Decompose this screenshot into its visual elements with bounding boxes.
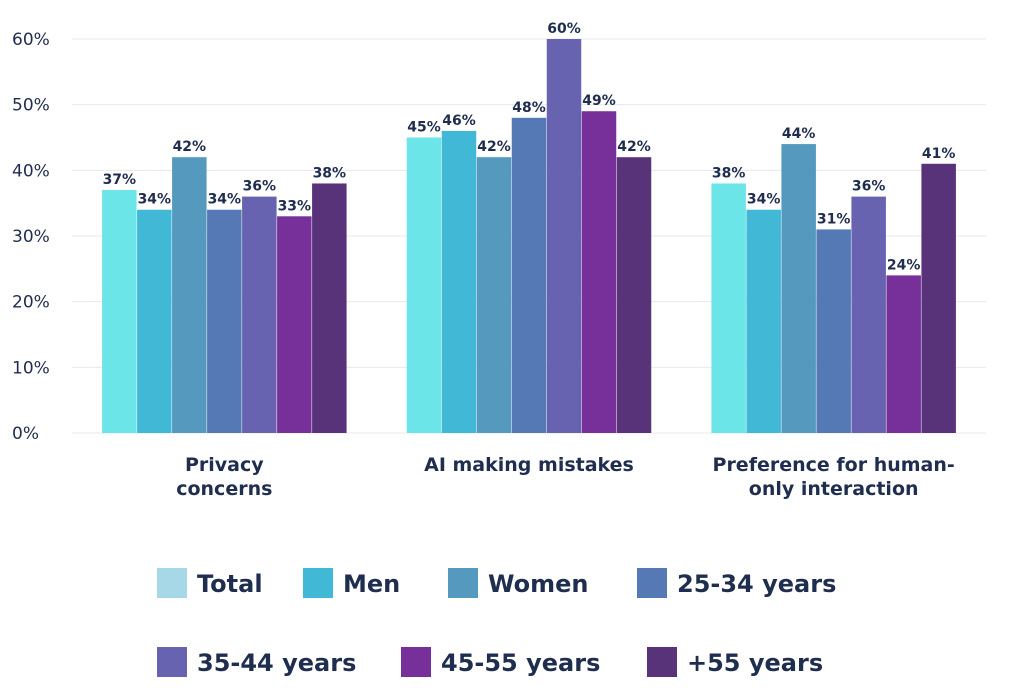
legend: Total Men Women 25-34 years 35-44 years 45-55…: [157, 568, 836, 677]
bar-35-44-years-2: [851, 196, 886, 433]
bar-45-55-years-1: [581, 111, 617, 433]
bar--55-years-0: [312, 183, 347, 433]
data-label: 41%: [922, 146, 956, 162]
y-tick-label: 10%: [12, 358, 50, 378]
data-label: 42%: [617, 139, 651, 155]
x-category-label: only interaction: [749, 478, 919, 500]
legend-label: Total: [197, 570, 263, 598]
data-label: 45%: [407, 120, 441, 136]
data-label: 31%: [817, 211, 851, 227]
bar-women-1: [476, 157, 512, 433]
data-label: 49%: [582, 93, 616, 109]
data-label: 46%: [442, 113, 476, 129]
bar-women-2: [781, 144, 816, 434]
data-label: 37%: [103, 172, 137, 188]
x-category-label: Privacy: [185, 454, 264, 476]
bar-25-34-years-2: [816, 229, 851, 433]
data-label: 44%: [782, 126, 816, 142]
legend-label: 25-34 years: [677, 570, 836, 598]
data-label: 36%: [852, 179, 886, 195]
bar-men-2: [746, 209, 781, 433]
data-label: 38%: [313, 165, 347, 181]
data-label: 60%: [547, 21, 581, 37]
bar-total-2: [711, 183, 746, 433]
legend-swatch: [157, 568, 187, 598]
legend-label: 45-55 years: [441, 649, 600, 677]
data-label: 33%: [278, 198, 312, 214]
x-category-label: concerns: [176, 478, 272, 500]
bar-35-44-years-1: [546, 39, 582, 433]
data-label: 36%: [243, 179, 277, 195]
legend-label: +55 years: [687, 649, 823, 677]
x-category-label: AI making mistakes: [424, 454, 634, 476]
bar--55-years-1: [616, 157, 652, 433]
y-tick-label: 20%: [12, 293, 50, 313]
legend-swatch: [157, 647, 187, 677]
legend-label: Women: [488, 570, 588, 598]
legend-swatch: [647, 647, 677, 677]
bar-45-55-years-2: [886, 275, 921, 433]
data-label: 34%: [747, 192, 781, 208]
bar--55-years-2: [921, 163, 956, 433]
y-axis-ticks: 0% 10% 20% 30% 40% 50% 60%: [12, 30, 50, 444]
legend-swatch: [401, 647, 431, 677]
legend-label: Men: [343, 570, 400, 598]
bar-35-44-years-0: [242, 196, 277, 433]
data-labels: 37%34%42%34%36%33%38%45% 46%42%48%60%49%4…: [103, 21, 956, 273]
data-label: 34%: [138, 192, 172, 208]
x-category-label: Preference for human-: [713, 454, 955, 476]
bars: [102, 39, 956, 434]
bar-men-0: [137, 209, 172, 433]
legend-swatch: [448, 568, 478, 598]
data-label: 42%: [173, 139, 207, 155]
data-label: 48%: [512, 100, 546, 116]
bar-25-34-years-0: [207, 209, 242, 433]
y-tick-label: 40%: [12, 161, 50, 181]
bar-45-55-years-0: [277, 216, 312, 433]
data-label: 34%: [208, 192, 242, 208]
y-tick-label: 60%: [12, 30, 50, 50]
bar-total-1: [406, 137, 442, 433]
data-label: 42%: [477, 139, 511, 155]
y-tick-label: 50%: [12, 96, 50, 116]
data-label: 24%: [887, 257, 921, 273]
bar-men-1: [441, 130, 477, 433]
legend-swatch: [637, 568, 667, 598]
y-tick-label: 0%: [12, 424, 39, 444]
bar-total-0: [102, 190, 137, 433]
bar-women-0: [172, 157, 207, 433]
data-label: 38%: [712, 165, 746, 181]
legend-label: 35-44 years: [197, 649, 356, 677]
y-tick-label: 30%: [12, 227, 50, 247]
bar-25-34-years-1: [511, 117, 547, 434]
legend-swatch: [303, 568, 333, 598]
